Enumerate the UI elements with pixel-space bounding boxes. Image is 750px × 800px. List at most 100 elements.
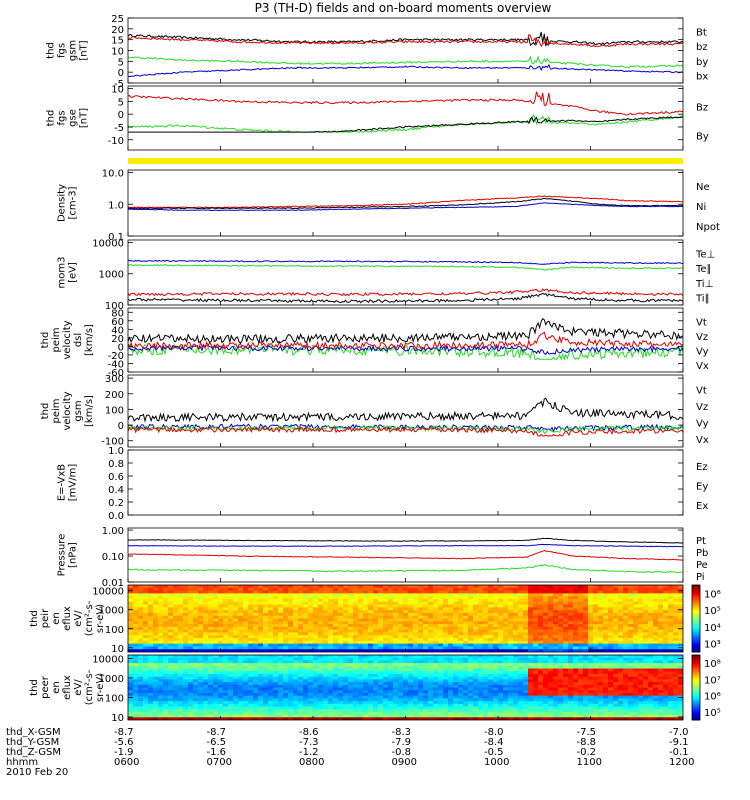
spectrogram-cell (398, 610, 404, 614)
spectrogram-cell (333, 711, 339, 716)
spectrogram-cell (133, 585, 139, 589)
spectrogram-cell (353, 711, 359, 716)
spectrogram-cell (378, 632, 384, 636)
spectrogram-cell (673, 601, 679, 606)
spectrogram-cell (408, 601, 414, 606)
spectrogram-cell (488, 684, 494, 688)
y-axis-label-line: gse (68, 109, 79, 127)
spectrogram-cell (373, 635, 379, 639)
spectrogram-cell (328, 657, 334, 661)
spectrogram-cell (443, 635, 449, 639)
spectrogram-cell (503, 649, 509, 652)
spectrogram-cell (208, 657, 214, 661)
spectrogram-cell (188, 632, 194, 636)
spectrogram-cell (673, 632, 679, 636)
spectrogram-cell (133, 601, 139, 606)
spectrogram-cell (583, 612, 589, 617)
spectrogram-cell (483, 649, 489, 652)
spectrogram-cell (358, 607, 364, 611)
spectrogram-cell (308, 714, 314, 718)
spectrogram-cell (258, 618, 264, 622)
spectrogram-cell (243, 682, 249, 686)
spectrogram-cell (233, 615, 239, 619)
spectrogram-cell (428, 671, 434, 675)
spectrogram-cell (173, 703, 179, 707)
spectrogram-cell (383, 663, 389, 667)
spectrogram-cell (453, 590, 459, 594)
spectrogram-cell (263, 635, 269, 639)
spectrogram-cell (653, 607, 659, 611)
spectrogram-cell (463, 671, 469, 675)
spectrogram-cell (613, 612, 619, 617)
spectrogram-cell (183, 612, 189, 617)
spectrogram-cell (573, 598, 579, 603)
spectrogram-cell (473, 709, 479, 713)
spectrogram-cell (273, 679, 279, 683)
spectrogram-cell (278, 612, 284, 617)
spectrogram-cell (263, 638, 269, 642)
spectrogram-cell (628, 610, 634, 614)
spectrogram-cell (423, 703, 429, 707)
spectrogram-cell (178, 624, 184, 628)
spectrogram-cell (248, 629, 254, 633)
spectrogram-cell (173, 655, 179, 659)
spectrogram-cell (238, 657, 244, 661)
spectrogram-cell (513, 621, 519, 625)
spectrogram-cell (193, 682, 199, 686)
spectrogram-cell (168, 673, 174, 678)
spectrogram-cell (433, 604, 439, 608)
spectrogram-cell (293, 649, 299, 652)
spectrogram-cell (473, 585, 479, 589)
spectrogram-cell (588, 598, 594, 603)
spectrogram-cell (643, 604, 649, 608)
spectrogram-cell (258, 711, 264, 716)
spectrogram-cell (368, 695, 374, 699)
spectrogram-cell (148, 643, 154, 647)
spectrogram-cell (173, 604, 179, 608)
spectrogram-cell (268, 643, 274, 647)
spectrogram-cell (333, 692, 339, 697)
spectrogram-cell (213, 698, 219, 702)
spectrogram-cell (258, 663, 264, 667)
spectrogram-cell (253, 673, 259, 678)
spectrogram-cell (438, 709, 444, 713)
spectrogram-cell (458, 711, 464, 716)
spectrogram-cell (253, 701, 259, 705)
spectrogram-cell (598, 604, 604, 608)
spectrogram-cell (388, 695, 394, 699)
spectrogram-cell (403, 709, 409, 713)
spectrogram-cell (408, 711, 414, 716)
spectrogram-cell (208, 714, 214, 718)
spectrogram-cell (393, 671, 399, 675)
spectrogram-cell (248, 706, 254, 710)
spectrogram-cell (538, 618, 544, 622)
spectrogram-cell (158, 690, 164, 694)
spectrogram-cell (578, 624, 584, 628)
spectrogram-cell (633, 612, 639, 617)
spectrogram-cell (488, 706, 494, 710)
spectrogram-cell (403, 695, 409, 699)
spectrogram-cell (508, 640, 514, 645)
spectrogram-cell (443, 590, 449, 594)
spectrogram-cell (613, 629, 619, 633)
spectrogram-cell (378, 660, 384, 664)
spectrogram-cell (368, 655, 374, 659)
spectrogram-cell (243, 706, 249, 710)
spectrogram-cell (543, 607, 549, 611)
spectrogram-cell (668, 632, 674, 636)
spectrogram-cell (278, 629, 284, 633)
spectrogram-cell (263, 590, 269, 594)
spectrogram-cell (493, 673, 499, 678)
spectrogram-cell (418, 629, 424, 633)
spectrogram-cell (258, 684, 264, 688)
spectrogram-cell (528, 610, 534, 614)
spectrogram-cell (378, 687, 384, 691)
spectrogram-cell (173, 638, 179, 642)
spectrogram-cell (348, 607, 354, 611)
spectrogram-cell (418, 604, 424, 608)
spectrogram-cell (648, 638, 654, 642)
spectrogram-cell (493, 695, 499, 699)
plot-title: P3 (TH-D) fields and on-board moments ov… (255, 1, 552, 15)
spectrogram-cell (588, 618, 594, 622)
spectrogram-cell (168, 676, 174, 680)
